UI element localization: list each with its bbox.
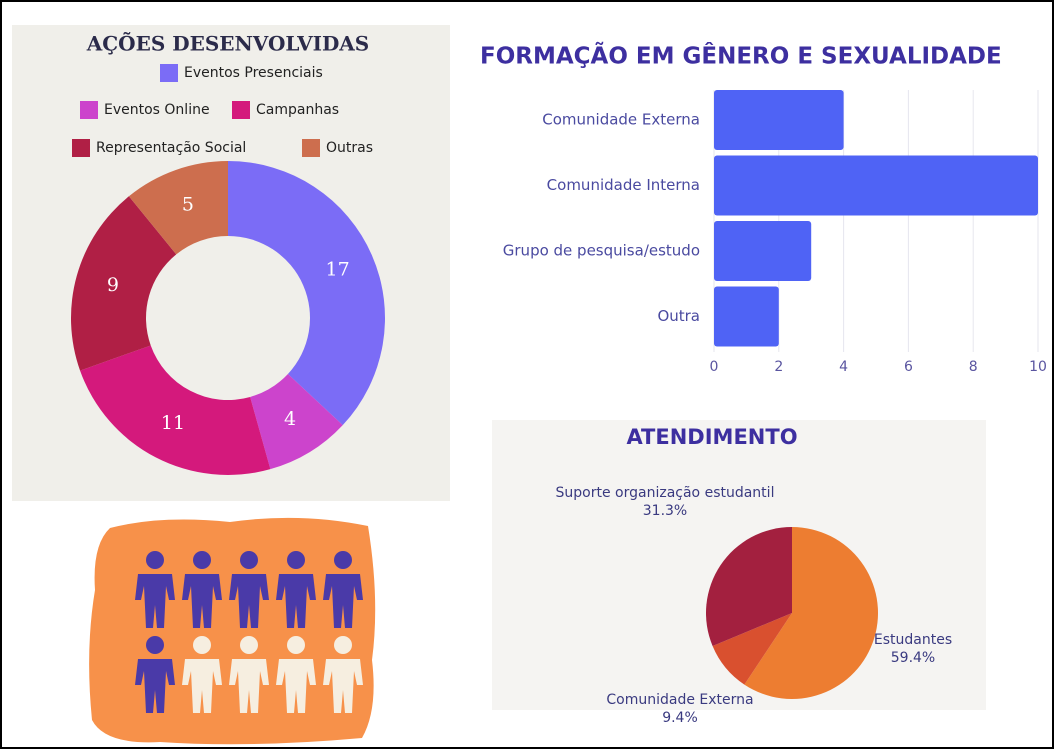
data-label: 59.4% <box>891 650 935 666</box>
people-background <box>89 517 376 745</box>
person-body <box>323 574 363 628</box>
person-body <box>229 574 269 628</box>
person-body <box>276 659 316 713</box>
person-body <box>135 574 175 628</box>
y-tick-label: Comunidade Interna <box>547 176 700 194</box>
person-head <box>240 636 258 654</box>
person-head <box>287 551 305 569</box>
person-body <box>323 659 363 713</box>
x-tick-label: 4 <box>839 359 848 375</box>
y-tick-label: Grupo de pesquisa/estudo <box>503 242 700 260</box>
bar <box>714 155 1038 216</box>
donut-segment <box>250 373 343 470</box>
person-body <box>182 574 222 628</box>
person-head <box>334 551 352 569</box>
person-head <box>334 636 352 654</box>
data-label: 9.4% <box>662 710 698 726</box>
person-body <box>276 574 316 628</box>
person-body <box>182 659 222 713</box>
legend-label: Campanhas <box>256 102 339 118</box>
legend-swatch <box>80 101 98 119</box>
slice-label: Comunidade Externa <box>606 692 753 708</box>
person-head <box>193 636 211 654</box>
person-head <box>193 551 211 569</box>
legend-label: Eventos Online <box>104 102 210 118</box>
chart-title: ATENDIMENTO <box>626 425 797 449</box>
legend-label: Eventos Presenciais <box>184 65 323 81</box>
donut-segment <box>80 345 271 475</box>
pie-slice <box>705 527 792 647</box>
donut-segment <box>70 196 177 371</box>
pie-slice <box>712 613 792 685</box>
person-head <box>146 636 164 654</box>
donut-segment <box>128 161 228 255</box>
slice-label: Suporte organização estudantil <box>556 485 775 501</box>
bar <box>714 286 779 347</box>
person-body <box>135 659 175 713</box>
chart-title: AÇÕES DESENVOLVIDAS <box>86 31 370 56</box>
legend-swatch <box>232 101 250 119</box>
person-body <box>229 659 269 713</box>
slice-label: Estudantes <box>874 632 952 648</box>
person-head <box>146 551 164 569</box>
data-label: 31.3% <box>643 503 687 519</box>
x-tick-label: 8 <box>969 359 978 375</box>
y-tick-label: Comunidade Externa <box>542 111 700 129</box>
legend-swatch <box>302 139 320 157</box>
x-tick-label: 6 <box>904 359 913 375</box>
chart-title: FORMAÇÃO EM GÊNERO E SEXUALIDADE <box>480 42 1002 70</box>
x-tick-label: 2 <box>774 359 783 375</box>
donut-segment <box>228 161 385 426</box>
legend-swatch <box>72 139 90 157</box>
legend-label: Outras <box>326 140 373 156</box>
data-label: 5 <box>182 193 194 215</box>
x-tick-label: 10 <box>1029 359 1047 375</box>
legend-swatch <box>160 64 178 82</box>
x-tick-label: 0 <box>710 359 719 375</box>
data-label: 11 <box>161 412 185 434</box>
pie-slice <box>744 527 878 700</box>
data-label: 9 <box>107 274 119 296</box>
person-head <box>287 636 305 654</box>
people-icons <box>135 551 363 713</box>
data-label: 4 <box>284 408 296 430</box>
person-head <box>240 551 258 569</box>
y-tick-label: Outra <box>657 307 700 325</box>
data-label: 17 <box>326 258 350 280</box>
bar <box>714 90 844 150</box>
legend-label: Representação Social <box>96 140 246 156</box>
bar <box>714 221 812 281</box>
